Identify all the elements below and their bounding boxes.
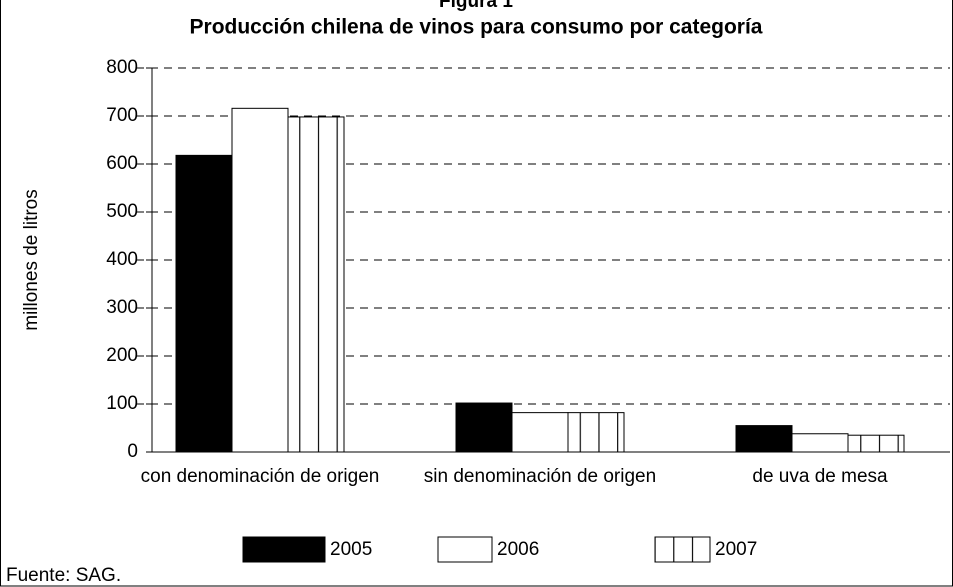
x-tick-label: con denominación de origen <box>140 466 380 487</box>
x-tick-label: de uva de mesa <box>752 466 888 487</box>
source: Fuente: SAG. <box>6 565 121 586</box>
chart-title: Producción chilena de vinos para consumo… <box>190 16 763 39</box>
legend-swatch <box>654 536 711 563</box>
legend-swatch <box>242 536 326 563</box>
supertitle: Figura 1 <box>439 0 513 12</box>
y-tick-label: 200 <box>106 345 138 366</box>
bar <box>175 154 233 453</box>
bar <box>231 107 289 453</box>
x-tick-label: sin denominación de origen <box>423 466 657 487</box>
bar <box>735 425 793 453</box>
legend-swatch <box>437 536 493 563</box>
y-tick-label: 400 <box>106 249 138 270</box>
legend-label: 2006 <box>497 539 539 560</box>
y-tick-label: 300 <box>106 297 138 318</box>
y-tick-label: 700 <box>106 105 138 126</box>
bar <box>847 434 905 453</box>
y-tick-label: 500 <box>106 201 138 222</box>
y-tick-label: 800 <box>106 57 138 78</box>
bar <box>287 116 345 453</box>
bar <box>791 433 849 453</box>
bar <box>511 412 569 453</box>
bar <box>567 412 625 453</box>
y-tick-label: 0 <box>127 441 138 462</box>
legend-label: 2005 <box>330 539 372 560</box>
y-tick-label: 600 <box>106 153 138 174</box>
y-axis-label: millones de litros <box>21 189 42 331</box>
bar <box>455 402 513 453</box>
legend-label: 2007 <box>715 539 757 560</box>
y-tick-label: 100 <box>106 393 138 414</box>
